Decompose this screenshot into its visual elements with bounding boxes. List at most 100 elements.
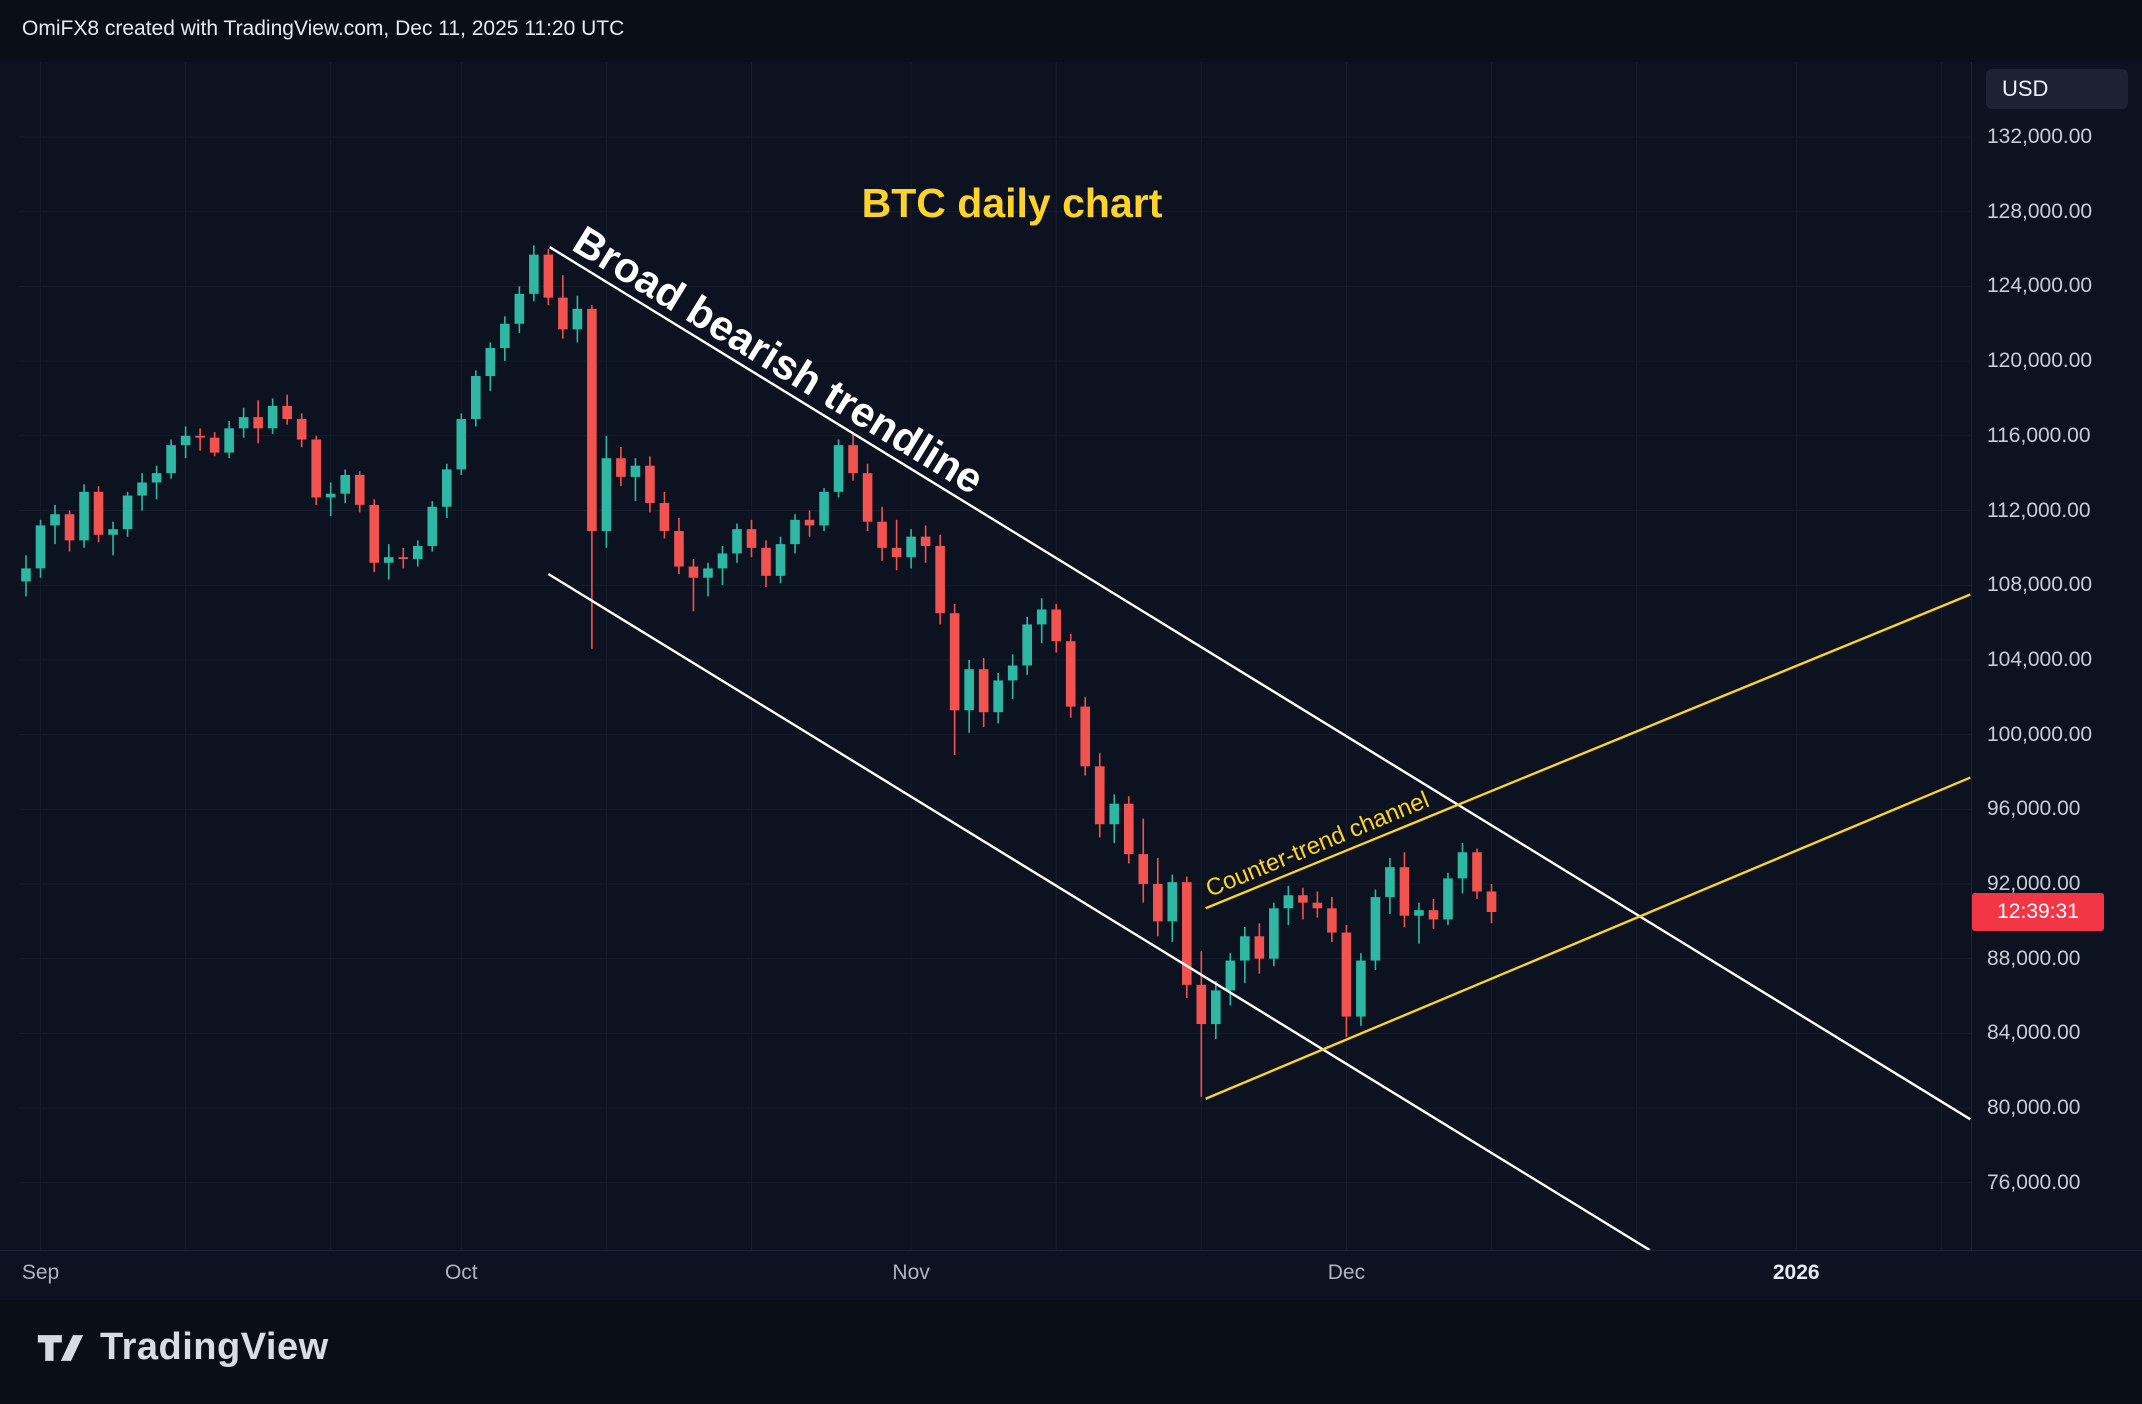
time-label-oct: Oct [444, 1261, 478, 1284]
candle-body [1051, 609, 1062, 642]
candle-body [659, 503, 670, 532]
price-label: 88,000.00 [1987, 946, 2081, 970]
candle-body [587, 308, 597, 532]
candle-body [93, 491, 104, 535]
candle-body [1080, 706, 1091, 767]
bearish-trendline-upper[interactable] [549, 246, 1971, 1121]
candle-body [79, 491, 89, 541]
tradingview-wordmark: TradingView [100, 1326, 329, 1368]
candle-body [253, 417, 263, 429]
candle-body [282, 405, 292, 419]
counter-trend-channel-label[interactable]: Counter-trend channel [1202, 786, 1433, 902]
candle-body [1370, 897, 1381, 961]
tradingview-logo[interactable]: TradingView [36, 1326, 329, 1369]
candle-body [1211, 990, 1221, 1025]
candle-body [819, 491, 829, 526]
candle-body [616, 458, 626, 477]
chart-region: Broad bearish trendline Counter-trend cha… [0, 62, 2142, 1300]
candle-body [195, 435, 205, 438]
candle-body [1152, 884, 1163, 922]
candle-body [122, 495, 133, 530]
candle-body [1065, 641, 1076, 707]
candle-body [166, 445, 176, 474]
candle-body [267, 405, 278, 429]
candle-body [50, 514, 60, 526]
candle-body [311, 439, 321, 498]
chart-credit: OmiFX8 created with TradingView.com, Dec… [22, 17, 625, 40]
candle-body [1254, 936, 1265, 959]
candle-body [1457, 852, 1468, 879]
candle-body [180, 435, 191, 446]
time-axis-separator [0, 1250, 2142, 1251]
candle-body [64, 514, 75, 541]
candle-body [1138, 854, 1149, 884]
candle-body [1123, 803, 1134, 855]
bearish-trendline-label[interactable]: Broad bearish trendline [565, 217, 992, 503]
candle-body [1182, 882, 1192, 985]
candle-body [862, 473, 873, 522]
candle-body [325, 493, 336, 498]
candle-body [500, 323, 510, 349]
candle-body [572, 308, 583, 330]
candle-body [1312, 902, 1323, 909]
candle-body [1269, 908, 1279, 959]
candle-body [1443, 878, 1453, 920]
candle-body [383, 557, 394, 563]
candle-body [369, 504, 380, 563]
price-label: 92,000.00 [1987, 872, 2081, 895]
price-label: 76,000.00 [1987, 1170, 2081, 1194]
counter-trend-channel-lower[interactable] [1205, 776, 1971, 1100]
price-label: 108,000.00 [1987, 573, 2093, 597]
price-axis[interactable]: USD 12:39:31 132,000.00 128,000.00 124,000… [1972, 62, 2142, 1300]
price-label: 112,000.00 [1987, 498, 2091, 522]
candle-body [427, 506, 438, 546]
candle-body [238, 417, 249, 429]
counter-trend-channel-upper[interactable] [1205, 593, 1971, 910]
price-label: 96,000.00 [1987, 797, 2081, 821]
price-label: 120,000.00 [1987, 349, 2093, 373]
candle-body [1327, 908, 1337, 933]
price-label: 124,000.00 [1987, 274, 2093, 298]
time-axis[interactable]: Sep Oct Nov Dec 2026 [0, 1251, 2142, 1300]
candle-body [151, 473, 162, 483]
candle-body [1036, 609, 1047, 625]
candle-body [775, 544, 786, 576]
candle-body [964, 669, 974, 711]
candle-body [746, 529, 757, 548]
candle-body [1356, 960, 1366, 1017]
candle-body [1225, 960, 1236, 991]
candle-body [688, 566, 699, 578]
currency-unit-button[interactable]: USD [1986, 69, 2128, 109]
price-chart-canvas[interactable]: Broad bearish trendline Counter-trend cha… [19, 62, 1971, 1250]
candlestick-series [21, 245, 1497, 1097]
bar-countdown-tag: 12:39:31 [1972, 893, 2104, 931]
price-label: 84,000.00 [1987, 1021, 2081, 1045]
candle-body [1007, 665, 1018, 681]
time-label-nov: Nov [892, 1261, 930, 1284]
candle-body [35, 525, 46, 569]
candle-body [848, 445, 858, 474]
candle-body [21, 568, 31, 582]
candle-body [1109, 803, 1120, 825]
price-axis-separator [1971, 62, 1972, 1251]
candle-body [761, 547, 771, 576]
tradingview-logo-icon [37, 1334, 84, 1361]
candle-body [456, 418, 467, 470]
price-label: 116,000.00 [1987, 423, 2091, 447]
candle-body [920, 536, 931, 546]
candle-body [296, 418, 307, 440]
bearish-trendline-lower[interactable] [547, 572, 1651, 1250]
candle-body [108, 529, 118, 535]
candle-body [137, 482, 147, 496]
candle-body [717, 553, 728, 569]
price-label: 80,000.00 [1987, 1096, 2081, 1120]
candle-body [1385, 867, 1395, 898]
candle-body [1094, 766, 1105, 825]
candle-body [790, 519, 800, 545]
header-bar: OmiFX8 created with TradingView.com, Dec… [0, 0, 2142, 62]
candle-body [543, 254, 554, 298]
price-label: 128,000.00 [1987, 199, 2093, 223]
candle-body [804, 519, 815, 526]
candle-body [224, 428, 234, 453]
